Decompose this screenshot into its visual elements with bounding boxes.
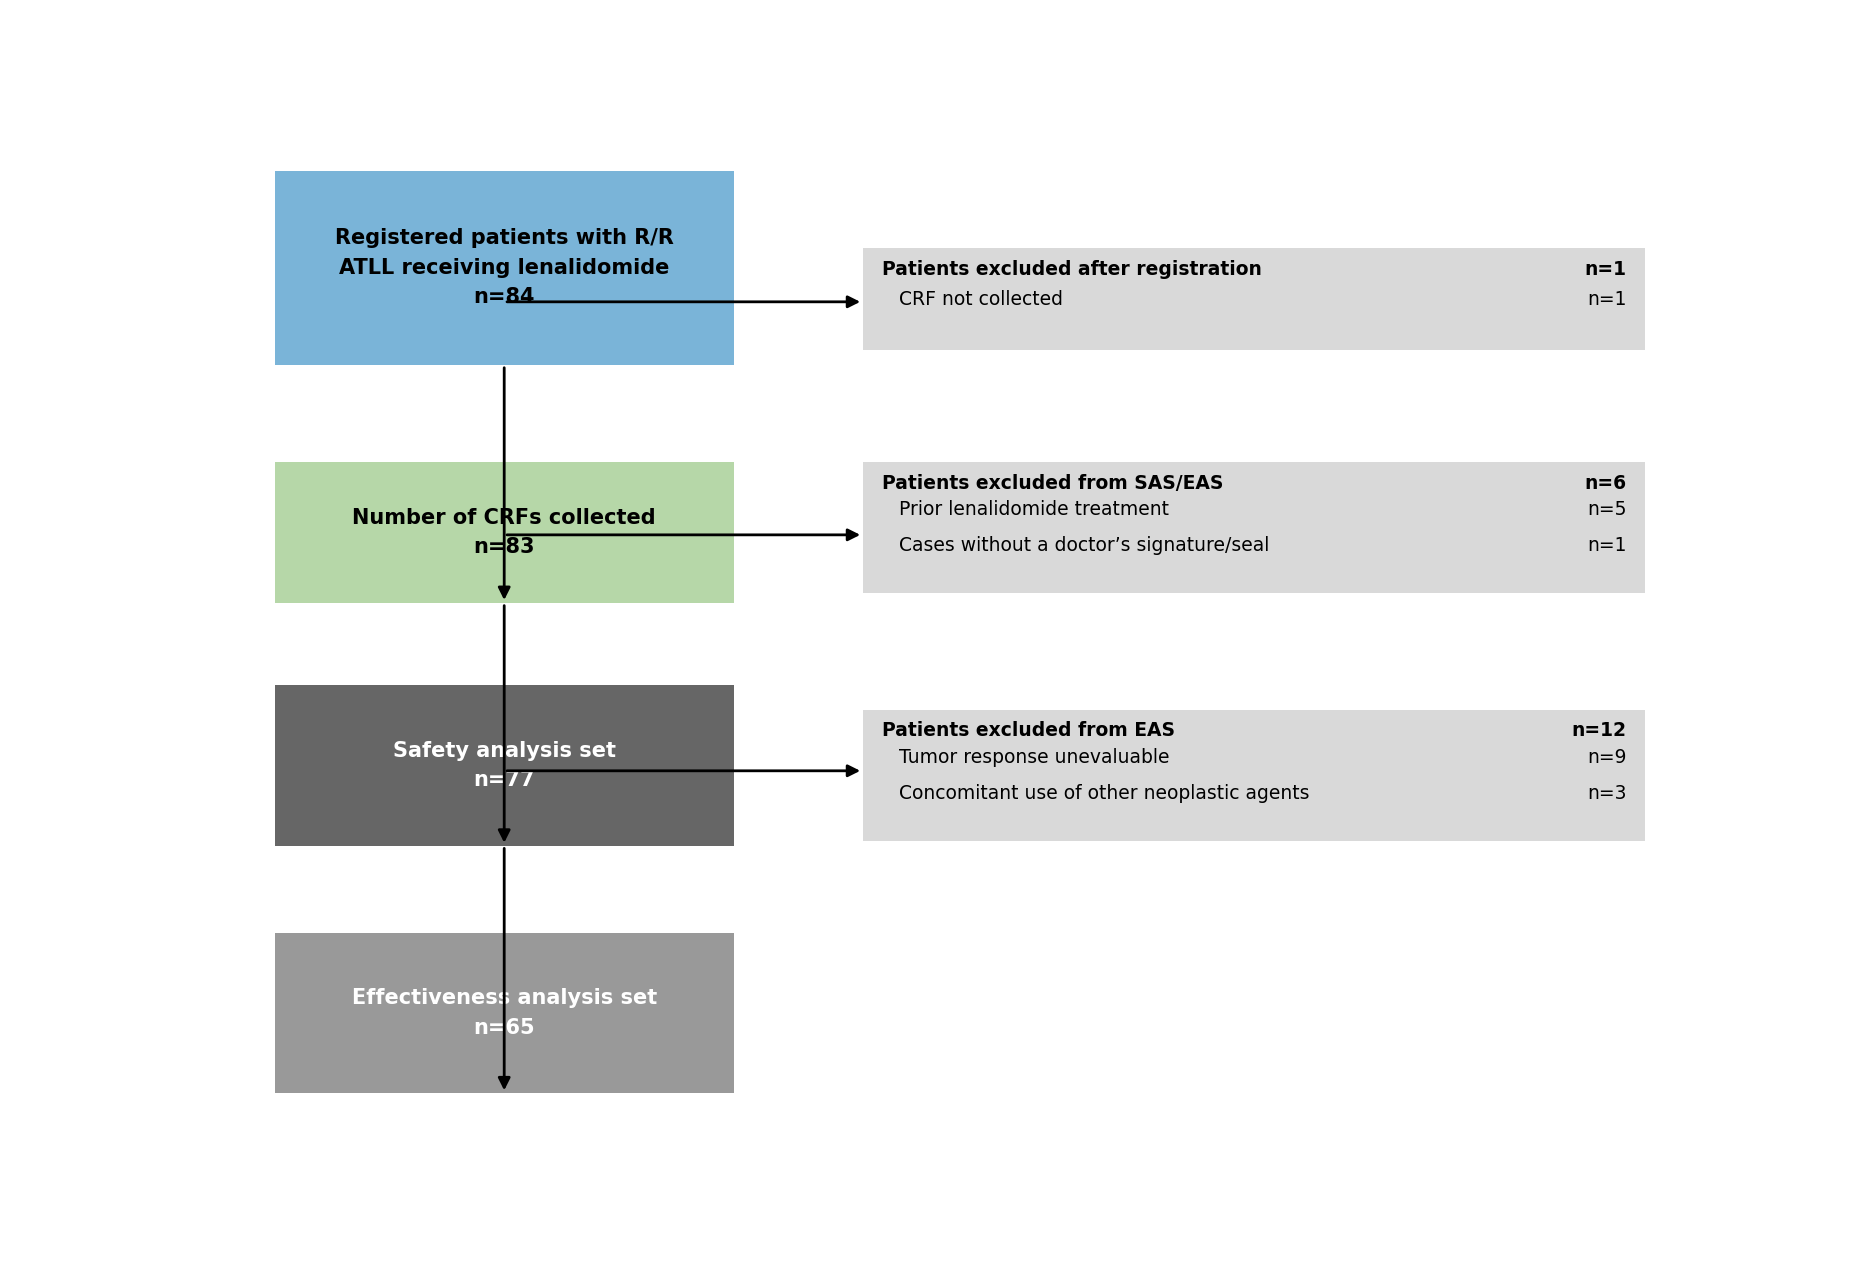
Text: n=5: n=5 xyxy=(1587,501,1626,520)
Text: Registered patients with R/R
ATLL receiving lenalidomide
n=84: Registered patients with R/R ATLL receiv… xyxy=(335,228,674,308)
Text: Patients excluded from SAS/EAS: Patients excluded from SAS/EAS xyxy=(882,474,1222,493)
FancyBboxPatch shape xyxy=(863,462,1645,593)
Text: Safety analysis set
n=77: Safety analysis set n=77 xyxy=(393,740,615,791)
Text: Cases without a doctor’s signature/seal: Cases without a doctor’s signature/seal xyxy=(898,536,1269,555)
FancyBboxPatch shape xyxy=(274,933,733,1093)
Text: Concomitant use of other neoplastic agents: Concomitant use of other neoplastic agen… xyxy=(898,783,1309,803)
Text: CRF not collected: CRF not collected xyxy=(898,290,1063,309)
Text: n=1: n=1 xyxy=(1585,260,1626,279)
FancyBboxPatch shape xyxy=(274,686,733,846)
Text: Effectiveness analysis set
n=65: Effectiveness analysis set n=65 xyxy=(352,989,657,1038)
FancyBboxPatch shape xyxy=(863,710,1645,841)
Text: Tumor response unevaluable: Tumor response unevaluable xyxy=(898,748,1169,767)
Text: n=9: n=9 xyxy=(1587,748,1626,767)
FancyBboxPatch shape xyxy=(274,462,733,603)
Text: n=6: n=6 xyxy=(1585,474,1626,493)
Text: n=1: n=1 xyxy=(1587,290,1626,309)
Text: n=1: n=1 xyxy=(1587,536,1626,555)
FancyBboxPatch shape xyxy=(274,170,733,364)
FancyBboxPatch shape xyxy=(863,248,1645,351)
Text: Prior lenalidomide treatment: Prior lenalidomide treatment xyxy=(898,501,1169,520)
Text: Patients excluded after registration: Patients excluded after registration xyxy=(882,260,1261,279)
Text: Number of CRFs collected
n=83: Number of CRFs collected n=83 xyxy=(352,508,656,557)
Text: n=3: n=3 xyxy=(1587,783,1626,803)
Text: Patients excluded from EAS: Patients excluded from EAS xyxy=(882,721,1174,740)
Text: n=12: n=12 xyxy=(1572,721,1626,740)
